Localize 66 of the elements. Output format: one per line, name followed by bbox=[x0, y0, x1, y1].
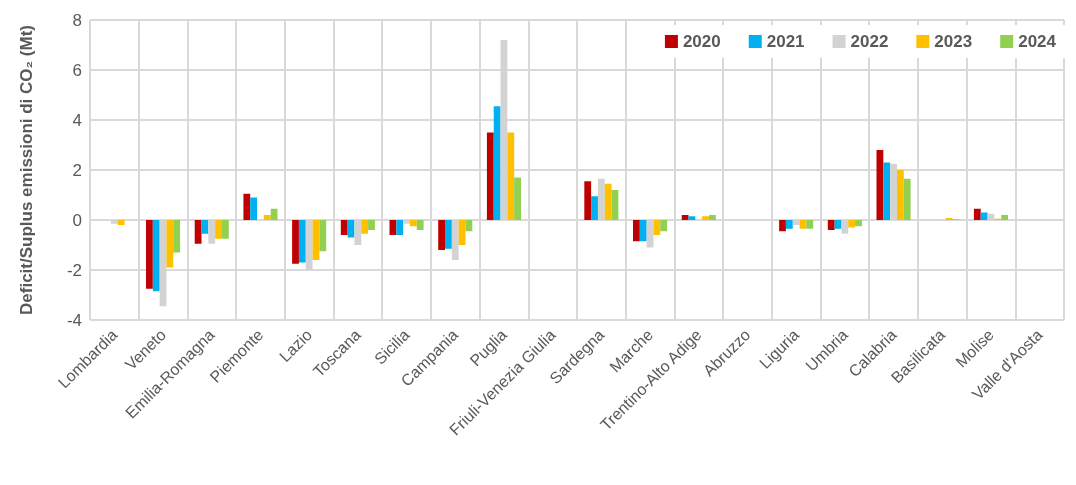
bar bbox=[263, 215, 271, 220]
bar bbox=[409, 220, 417, 227]
bar bbox=[980, 212, 988, 220]
bar bbox=[1001, 215, 1008, 220]
bar bbox=[799, 220, 807, 229]
bar bbox=[292, 220, 299, 264]
bar bbox=[486, 132, 494, 220]
bar bbox=[681, 215, 689, 220]
bar bbox=[834, 220, 842, 229]
bar bbox=[368, 220, 375, 230]
bar bbox=[604, 183, 612, 220]
bar bbox=[215, 220, 222, 239]
y-tick-label: -4 bbox=[66, 310, 82, 330]
bar bbox=[633, 220, 640, 242]
bar bbox=[883, 162, 891, 220]
bar bbox=[514, 177, 521, 220]
bar bbox=[660, 220, 668, 232]
bar bbox=[827, 220, 835, 230]
bar bbox=[702, 216, 709, 220]
legend-label: 2023 bbox=[934, 32, 973, 51]
y-tick-label: -2 bbox=[66, 260, 82, 280]
bar bbox=[493, 106, 501, 220]
bar bbox=[688, 216, 696, 220]
bar bbox=[117, 220, 125, 225]
bar bbox=[194, 220, 202, 244]
bar bbox=[708, 215, 716, 220]
bar bbox=[347, 220, 355, 238]
y-tick-label: 0 bbox=[72, 210, 82, 230]
bar bbox=[250, 197, 258, 220]
bar bbox=[416, 220, 424, 230]
legend-label: 2020 bbox=[682, 32, 721, 51]
bar bbox=[396, 220, 404, 235]
bar bbox=[855, 220, 862, 227]
y-tick-label: 6 bbox=[72, 60, 82, 80]
y-tick-label: 4 bbox=[72, 110, 82, 130]
bar bbox=[465, 220, 473, 232]
y-tick-label: 2 bbox=[72, 160, 82, 180]
bar bbox=[653, 220, 661, 235]
bar bbox=[848, 220, 856, 228]
bar bbox=[361, 220, 369, 234]
bar bbox=[340, 220, 348, 235]
bar bbox=[591, 196, 598, 220]
bar bbox=[298, 220, 306, 263]
bar bbox=[584, 181, 592, 220]
bar bbox=[445, 220, 452, 249]
y-axis-title: Deficit/Suplus emissioni di CO₂ (Mt) bbox=[17, 25, 36, 315]
bar bbox=[903, 178, 911, 220]
bar bbox=[243, 193, 251, 220]
bar bbox=[146, 220, 153, 289]
bar bbox=[639, 220, 647, 242]
bar bbox=[166, 220, 174, 268]
bar bbox=[973, 208, 981, 220]
bar bbox=[152, 220, 160, 292]
legend-label: 2022 bbox=[850, 32, 889, 51]
bar bbox=[173, 220, 181, 253]
bar bbox=[507, 132, 515, 220]
legend-label: 2021 bbox=[766, 32, 805, 51]
bar bbox=[785, 220, 793, 229]
bar bbox=[438, 220, 446, 250]
bar bbox=[779, 220, 786, 232]
bar bbox=[896, 170, 904, 220]
bar bbox=[806, 220, 814, 229]
bar bbox=[319, 220, 327, 252]
legend-label: 2024 bbox=[1018, 32, 1057, 51]
bar bbox=[221, 220, 229, 239]
y-tick-label: 8 bbox=[72, 10, 82, 30]
